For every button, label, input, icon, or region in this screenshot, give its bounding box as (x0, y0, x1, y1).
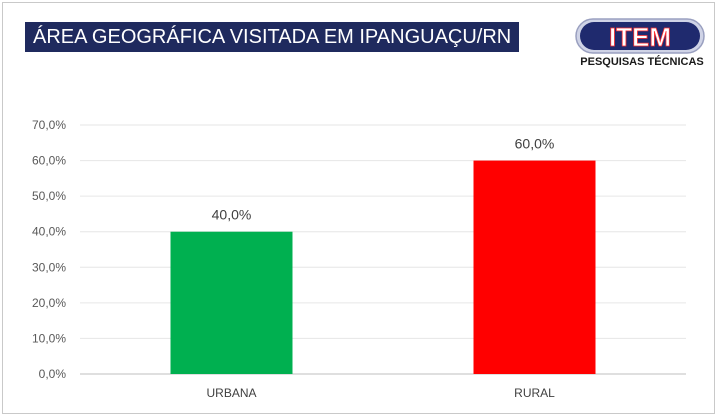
category-label-urbana: URBANA (206, 386, 256, 400)
category-label-rural: RURAL (514, 386, 555, 400)
y-tick-label: 0,0% (39, 367, 67, 381)
x-axis: URBANA RURAL (206, 386, 555, 400)
y-axis: 0,0% 10,0% 20,0% 30,0% 40,0% 50,0% 60,0% 70,0% (32, 118, 66, 381)
y-tick-label: 70,0% (32, 118, 66, 132)
data-label-urbana: 40,0% (212, 207, 252, 223)
chart-frame: ÁREA GEOGRÁFICA VISITADA EM IPANGUAÇU/RN… (2, 2, 715, 414)
y-tick-label: 60,0% (32, 154, 66, 168)
y-tick-label: 30,0% (32, 260, 66, 274)
y-tick-label: 20,0% (32, 296, 66, 310)
bar-rural (473, 160, 596, 374)
item-logo: ITEM PESQUISAS TÉCNICAS (575, 18, 705, 68)
logo-name: ITEM (609, 22, 671, 52)
y-tick-label: 40,0% (32, 225, 66, 239)
bar-urbana (170, 231, 293, 374)
y-tick-label: 50,0% (32, 189, 66, 203)
bars: 40,0% 60,0% (170, 136, 596, 374)
chart-title: ÁREA GEOGRÁFICA VISITADA EM IPANGUAÇU/RN (25, 22, 520, 52)
y-tick-label: 10,0% (32, 331, 66, 345)
data-label-rural: 60,0% (515, 136, 555, 152)
logo-tagline: PESQUISAS TÉCNICAS (580, 55, 703, 68)
